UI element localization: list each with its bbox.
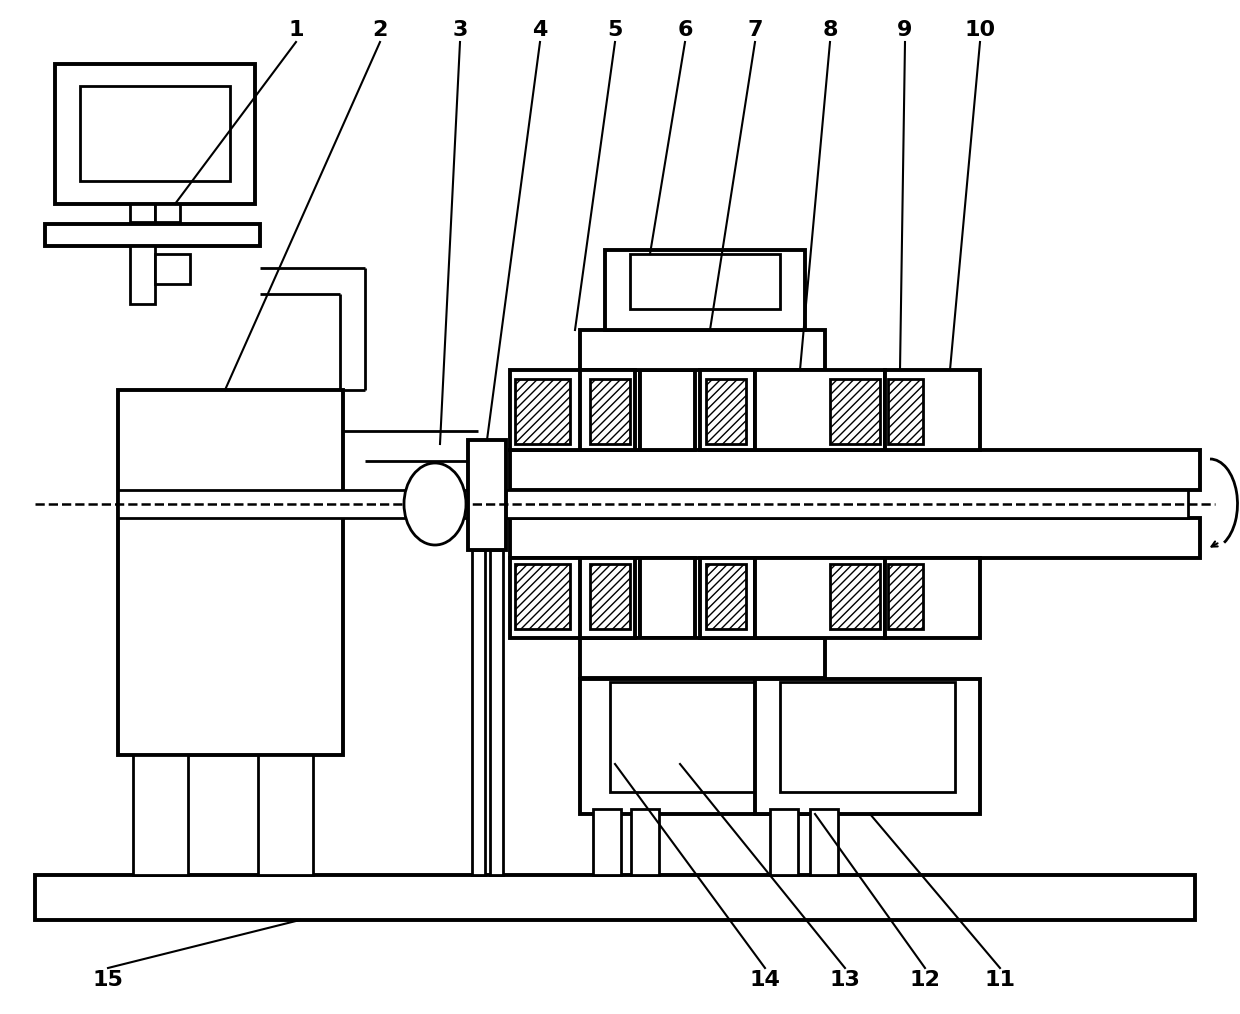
Bar (593, 809, 621, 875)
Bar (755, 370, 885, 450)
Bar (706, 564, 746, 629)
Bar (155, 204, 180, 222)
Bar (770, 809, 799, 875)
Bar (490, 550, 503, 875)
Bar (510, 518, 1200, 558)
Bar (885, 370, 980, 450)
Bar (640, 558, 694, 638)
Bar (605, 250, 805, 330)
Bar (580, 370, 635, 450)
Bar (701, 370, 755, 450)
Text: 11: 11 (985, 970, 1016, 990)
Bar (155, 254, 190, 284)
Bar (55, 64, 255, 204)
Bar (580, 330, 825, 370)
Bar (35, 875, 1195, 920)
Bar (515, 564, 570, 629)
Text: 8: 8 (822, 20, 838, 40)
Bar (706, 379, 746, 444)
Bar (580, 638, 825, 678)
Bar (885, 558, 980, 638)
Bar (755, 679, 980, 814)
Bar (258, 755, 312, 875)
Bar (515, 379, 570, 444)
Bar (630, 254, 780, 309)
Bar (755, 558, 885, 638)
Bar (590, 564, 630, 629)
Bar (510, 558, 640, 638)
Bar (118, 390, 343, 755)
Bar (888, 379, 923, 444)
Text: 3: 3 (453, 20, 467, 40)
Text: 2: 2 (372, 20, 388, 40)
Text: 14: 14 (749, 970, 780, 990)
Bar (590, 379, 630, 444)
Bar (580, 679, 825, 814)
Text: 15: 15 (93, 970, 124, 990)
Bar (472, 550, 485, 875)
Text: 12: 12 (910, 970, 940, 990)
Text: 6: 6 (677, 20, 693, 40)
Bar (610, 682, 795, 792)
Text: 13: 13 (830, 970, 861, 990)
Bar (81, 86, 229, 182)
Bar (780, 682, 955, 792)
Bar (631, 809, 658, 875)
Bar (830, 564, 880, 629)
Text: 5: 5 (608, 20, 622, 40)
Bar (510, 370, 640, 450)
Bar (118, 490, 1188, 518)
Bar (510, 450, 1200, 490)
Bar (130, 204, 155, 222)
Bar (810, 809, 838, 875)
Bar (467, 440, 506, 550)
Text: 7: 7 (748, 20, 763, 40)
Text: 9: 9 (898, 20, 913, 40)
Bar (45, 224, 260, 246)
Bar (701, 558, 755, 638)
Text: 10: 10 (965, 20, 996, 40)
Bar (888, 564, 923, 629)
Bar (133, 755, 188, 875)
Bar (580, 558, 635, 638)
Text: 1: 1 (288, 20, 304, 40)
Bar (640, 370, 694, 450)
Bar (130, 246, 155, 304)
Bar (830, 379, 880, 444)
Ellipse shape (404, 463, 466, 545)
Text: 4: 4 (532, 20, 548, 40)
